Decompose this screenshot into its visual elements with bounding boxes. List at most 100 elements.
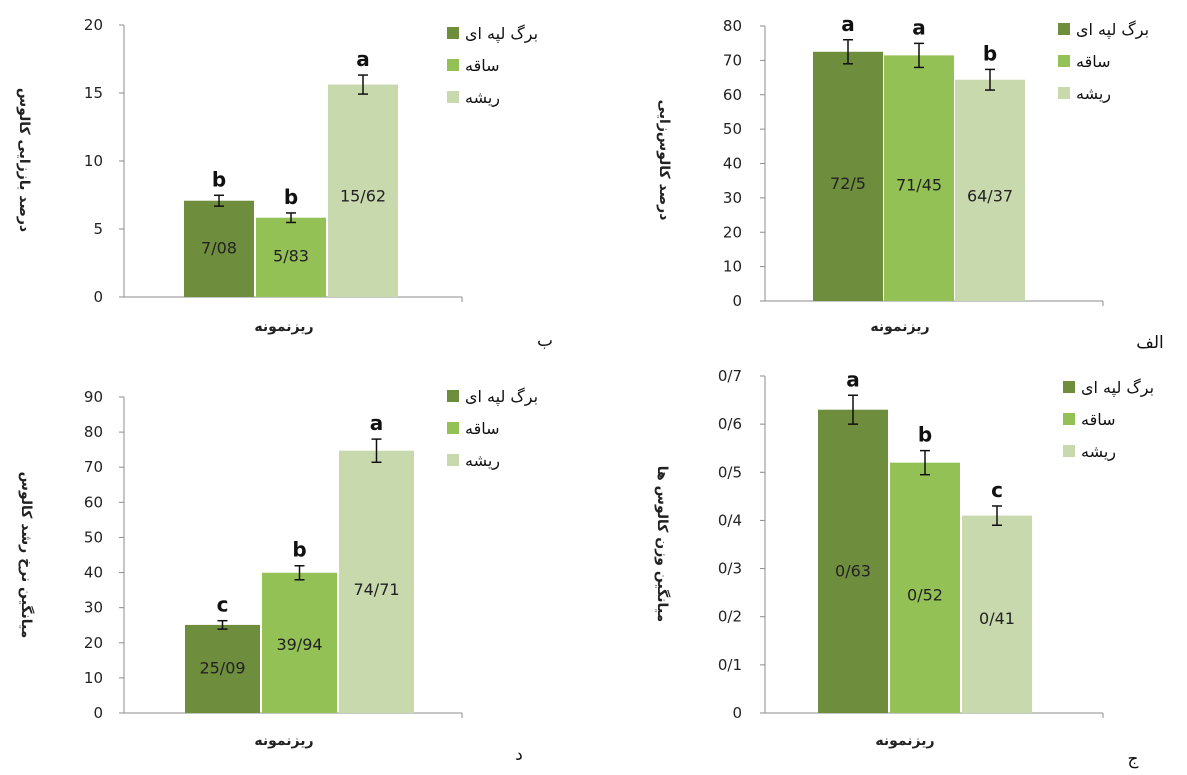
chart-panel-2: 0 5 10 15 20 b 7/08 b 5/83 a 15/62 برگ لپه ای ساقه ری…	[16, 16, 553, 351]
significance-letter: b	[212, 167, 226, 191]
panel-label: الف	[1136, 333, 1164, 353]
bar	[184, 200, 254, 297]
y-tick-label: 0	[93, 704, 103, 722]
legend-label: ساقه	[1081, 410, 1116, 429]
legend-label: ریشه	[465, 451, 500, 471]
y-tick-label: 10	[84, 669, 103, 687]
y-tick-label: 50	[84, 528, 103, 546]
legend-swatch	[447, 59, 459, 71]
panel-label: د	[515, 745, 523, 765]
legend-swatch	[447, 422, 459, 434]
legend-label: برگ لپه ای	[465, 387, 538, 407]
bar	[955, 79, 1025, 302]
data-label: 7/08	[201, 239, 237, 258]
x-axis-title: ریزنمونه	[870, 319, 929, 335]
y-tick-label: 10	[723, 258, 742, 276]
legend-label: ریشه	[465, 88, 500, 108]
chart-panel-1: 0 10 20 30 40 50 60 70 80 a 72/5 a 71/45 b 64/37 برگ لپ…	[656, 12, 1164, 353]
y-tick-label: 0/1	[718, 656, 742, 674]
legend-swatch	[1063, 381, 1075, 393]
y-tick-label: 20	[84, 634, 103, 652]
bar	[890, 462, 960, 713]
y-tick-label: 80	[84, 423, 103, 441]
y-tick-label: 15	[84, 84, 103, 102]
legend-swatch	[1063, 413, 1075, 425]
y-tick-label: 0/6	[718, 415, 742, 433]
y-tick-label: 20	[723, 223, 742, 241]
y-axis-title: میانگین وزن کالوس ها	[654, 466, 671, 622]
data-label: 39/94	[276, 635, 322, 654]
y-tick-label: 60	[84, 493, 103, 511]
y-tick-label: 60	[723, 86, 742, 104]
y-tick-label: 70	[723, 51, 742, 69]
legend-label: برگ لپه ای	[1081, 378, 1154, 398]
legend-swatch	[447, 390, 459, 402]
bar	[813, 51, 883, 301]
y-tick-label: 0/2	[718, 608, 742, 626]
y-tick-label: 30	[723, 189, 742, 207]
data-label: 64/37	[967, 186, 1013, 205]
legend-label: ساقه	[465, 419, 500, 438]
bar	[818, 409, 888, 713]
significance-letter: b	[292, 538, 306, 562]
significance-letter: a	[841, 12, 855, 36]
y-tick-label: 30	[84, 599, 103, 617]
data-label: 15/62	[340, 186, 386, 205]
y-tick-label: 80	[723, 17, 742, 35]
data-label: 72/5	[830, 174, 866, 193]
data-label: 74/71	[353, 580, 399, 599]
significance-letter: a	[370, 411, 384, 435]
y-tick-label: 5	[93, 220, 103, 238]
chart-panel-4: 0 10 20 30 40 50 60 70 80 90 c 25/09 b 39/94 a 74/71 برگ…	[18, 387, 538, 765]
y-tick-label: 0	[732, 704, 742, 722]
y-tick-label: 90	[84, 388, 103, 406]
bar	[328, 84, 398, 298]
data-label: 71/45	[896, 175, 942, 194]
y-tick-label: 20	[84, 16, 103, 34]
y-axis-title: میانگین نرخ رشد کالوس	[18, 472, 35, 639]
legend-label: ساقه	[1076, 52, 1111, 71]
bar	[962, 515, 1032, 713]
bar	[339, 450, 414, 713]
bar	[262, 572, 337, 713]
data-label: 5/83	[273, 246, 309, 265]
y-tick-label: 0/4	[718, 511, 742, 529]
y-tick-label: 0/5	[718, 463, 742, 481]
y-tick-label: 0/3	[718, 560, 742, 578]
y-tick-label: 50	[723, 120, 742, 138]
y-tick-label: 0	[732, 292, 742, 310]
bar	[884, 55, 954, 301]
panel-label: ب	[537, 331, 553, 351]
y-tick-label: 0	[93, 288, 103, 306]
legend-label: برگ لپه ای	[465, 24, 538, 44]
significance-letter: a	[846, 367, 860, 391]
x-axis-title: ریزنمونه	[254, 733, 313, 749]
significance-letter: b	[284, 185, 298, 209]
significance-letter: a	[356, 47, 370, 71]
y-tick-label: 0/7	[718, 367, 742, 385]
y-axis-title: درصد کالوس‌زایی	[656, 100, 672, 221]
significance-letter: b	[983, 41, 997, 65]
y-axis-title: درصد باززایی کالوس	[16, 88, 32, 232]
x-axis-title: ریزنمونه	[875, 733, 934, 749]
y-tick-label: 40	[84, 564, 103, 582]
legend-swatch	[1058, 55, 1070, 67]
y-tick-label: 10	[84, 152, 103, 170]
legend-label: برگ لپه ای	[1076, 20, 1149, 40]
legend-label: ریشه	[1076, 84, 1111, 104]
bar	[256, 217, 326, 297]
data-label: 0/52	[907, 585, 943, 604]
legend-label: ساقه	[465, 56, 500, 75]
legend-label: ریشه	[1081, 442, 1116, 462]
legend-swatch	[447, 454, 459, 466]
legend-swatch	[447, 27, 459, 39]
panel-label: ج	[1128, 749, 1139, 769]
significance-letter: b	[918, 423, 932, 447]
significance-letter: c	[991, 478, 1003, 502]
legend-swatch	[1063, 445, 1075, 457]
x-axis-title: ریزنمونه	[254, 319, 313, 335]
chart-panel-3: 0 0/1 0/2 0/3 0/4 0/5 0/6 0/7 a 0/63 b 0/52 c 0/41 برگ…	[654, 367, 1154, 769]
data-label: 0/41	[979, 609, 1015, 628]
